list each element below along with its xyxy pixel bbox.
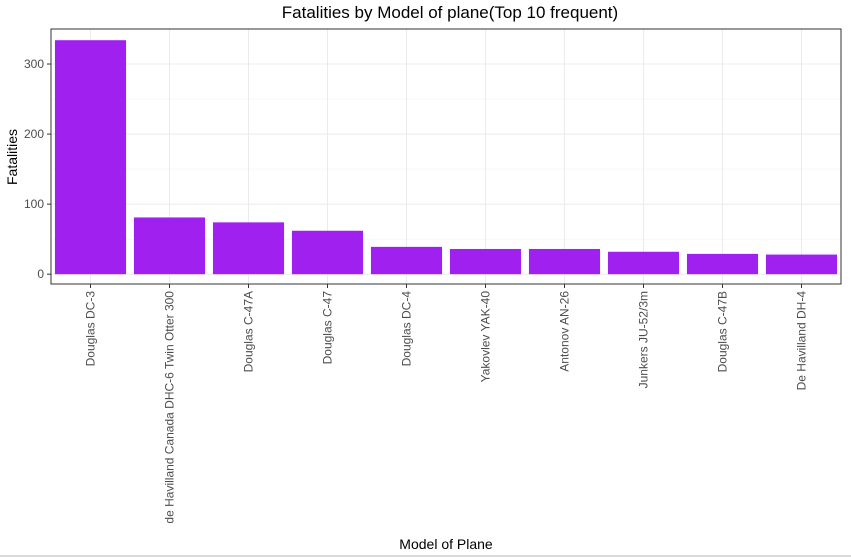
x-tick-label: Douglas DC-3 xyxy=(84,291,98,367)
x-tick-label: Douglas DC-4 xyxy=(400,291,414,367)
chart-title: Fatalities by Model of plane(Top 10 freq… xyxy=(282,3,618,22)
y-axis: 0 100 200 300 xyxy=(24,57,51,281)
panel-border xyxy=(50,28,842,285)
grid-lines xyxy=(51,28,841,284)
x-tick-label: Douglas C-47A xyxy=(242,291,256,372)
x-tick-label: De Havilland DH-4 xyxy=(795,291,809,391)
bar xyxy=(449,248,522,275)
bar xyxy=(133,217,206,275)
bar xyxy=(607,251,680,275)
bar xyxy=(54,40,127,275)
x-tick-label: Douglas C-47B xyxy=(716,291,730,372)
bar xyxy=(291,230,364,275)
y-tick-label: 0 xyxy=(37,267,44,281)
bottom-rule xyxy=(0,555,851,557)
x-axis-title: Model of Plane xyxy=(399,536,493,552)
bar xyxy=(212,222,285,275)
y-tick-label: 300 xyxy=(24,57,44,71)
bars xyxy=(54,40,838,275)
y-axis-title: Fatalities xyxy=(4,129,20,185)
x-tick-label: Yakovlev YAK-40 xyxy=(479,291,493,383)
x-axis: Douglas DC-3 de Havilland Canada DHC-6 Tw… xyxy=(84,284,809,524)
y-tick-label: 100 xyxy=(24,197,44,211)
bar xyxy=(765,254,838,275)
x-tick-label: Douglas C-47 xyxy=(321,291,335,365)
x-tick-label: Antonov AN-26 xyxy=(558,291,572,372)
x-tick-label: Junkers JU-52/3m xyxy=(637,291,651,388)
bar xyxy=(370,246,443,275)
x-tick-label: de Havilland Canada DHC-6 Twin Otter 300 xyxy=(163,291,177,524)
bar xyxy=(686,253,759,275)
bar xyxy=(528,248,601,275)
y-tick-label: 200 xyxy=(24,127,44,141)
